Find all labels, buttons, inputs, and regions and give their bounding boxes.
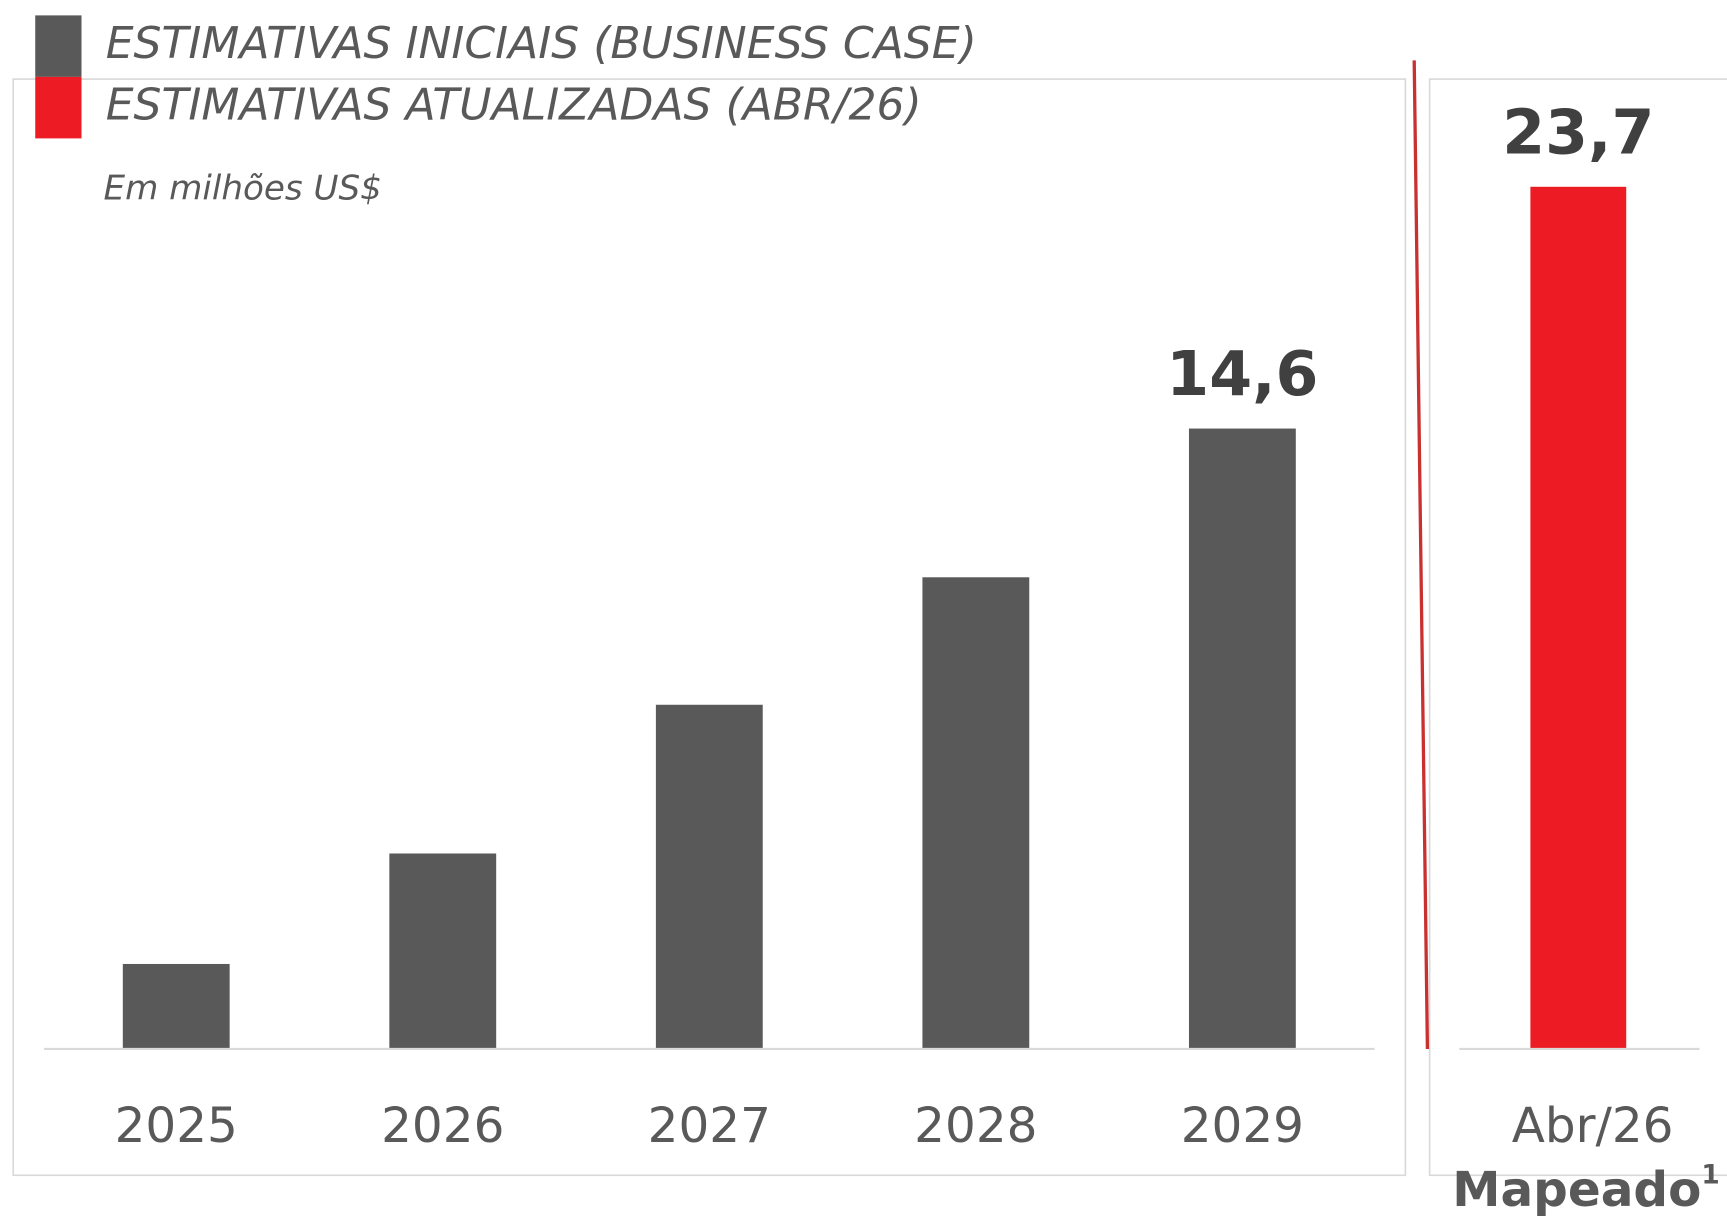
x-tick-label: Abr/26 <box>1512 1098 1674 1154</box>
legend-swatch <box>35 76 82 139</box>
right-panel <box>1428 78 1727 1177</box>
left-panel <box>12 78 1407 1177</box>
legend-swatch <box>35 15 82 77</box>
x-tick-label: 2027 <box>648 1098 771 1154</box>
value-label: 23,7 <box>1502 96 1654 168</box>
legend-label: ESTIMATIVAS ATUALIZADAS (ABR/26) <box>106 80 922 131</box>
footnote-mark: 1 <box>1701 1160 1719 1190</box>
x-tick-label: 2026 <box>381 1098 504 1154</box>
subtitle: Em milhões US$ <box>104 169 382 209</box>
bar <box>655 704 763 1049</box>
bar <box>389 853 497 1049</box>
bar <box>922 577 1030 1049</box>
legend-label: ESTIMATIVAS INICIAIS (BUSINESS CASE) <box>106 18 977 69</box>
x-axis-label-text: Mapeado <box>1452 1162 1701 1218</box>
x-tick-label: 2025 <box>115 1098 238 1154</box>
bar <box>1188 428 1296 1049</box>
x-tick-label: 2028 <box>914 1098 1037 1154</box>
bar <box>122 963 230 1049</box>
divider <box>1412 60 1430 1049</box>
x-axis-label: Mapeado1 <box>1452 1160 1719 1218</box>
value-label: 14,6 <box>1166 338 1318 410</box>
bar <box>1530 186 1627 1049</box>
x-tick-label: 2029 <box>1181 1098 1304 1154</box>
